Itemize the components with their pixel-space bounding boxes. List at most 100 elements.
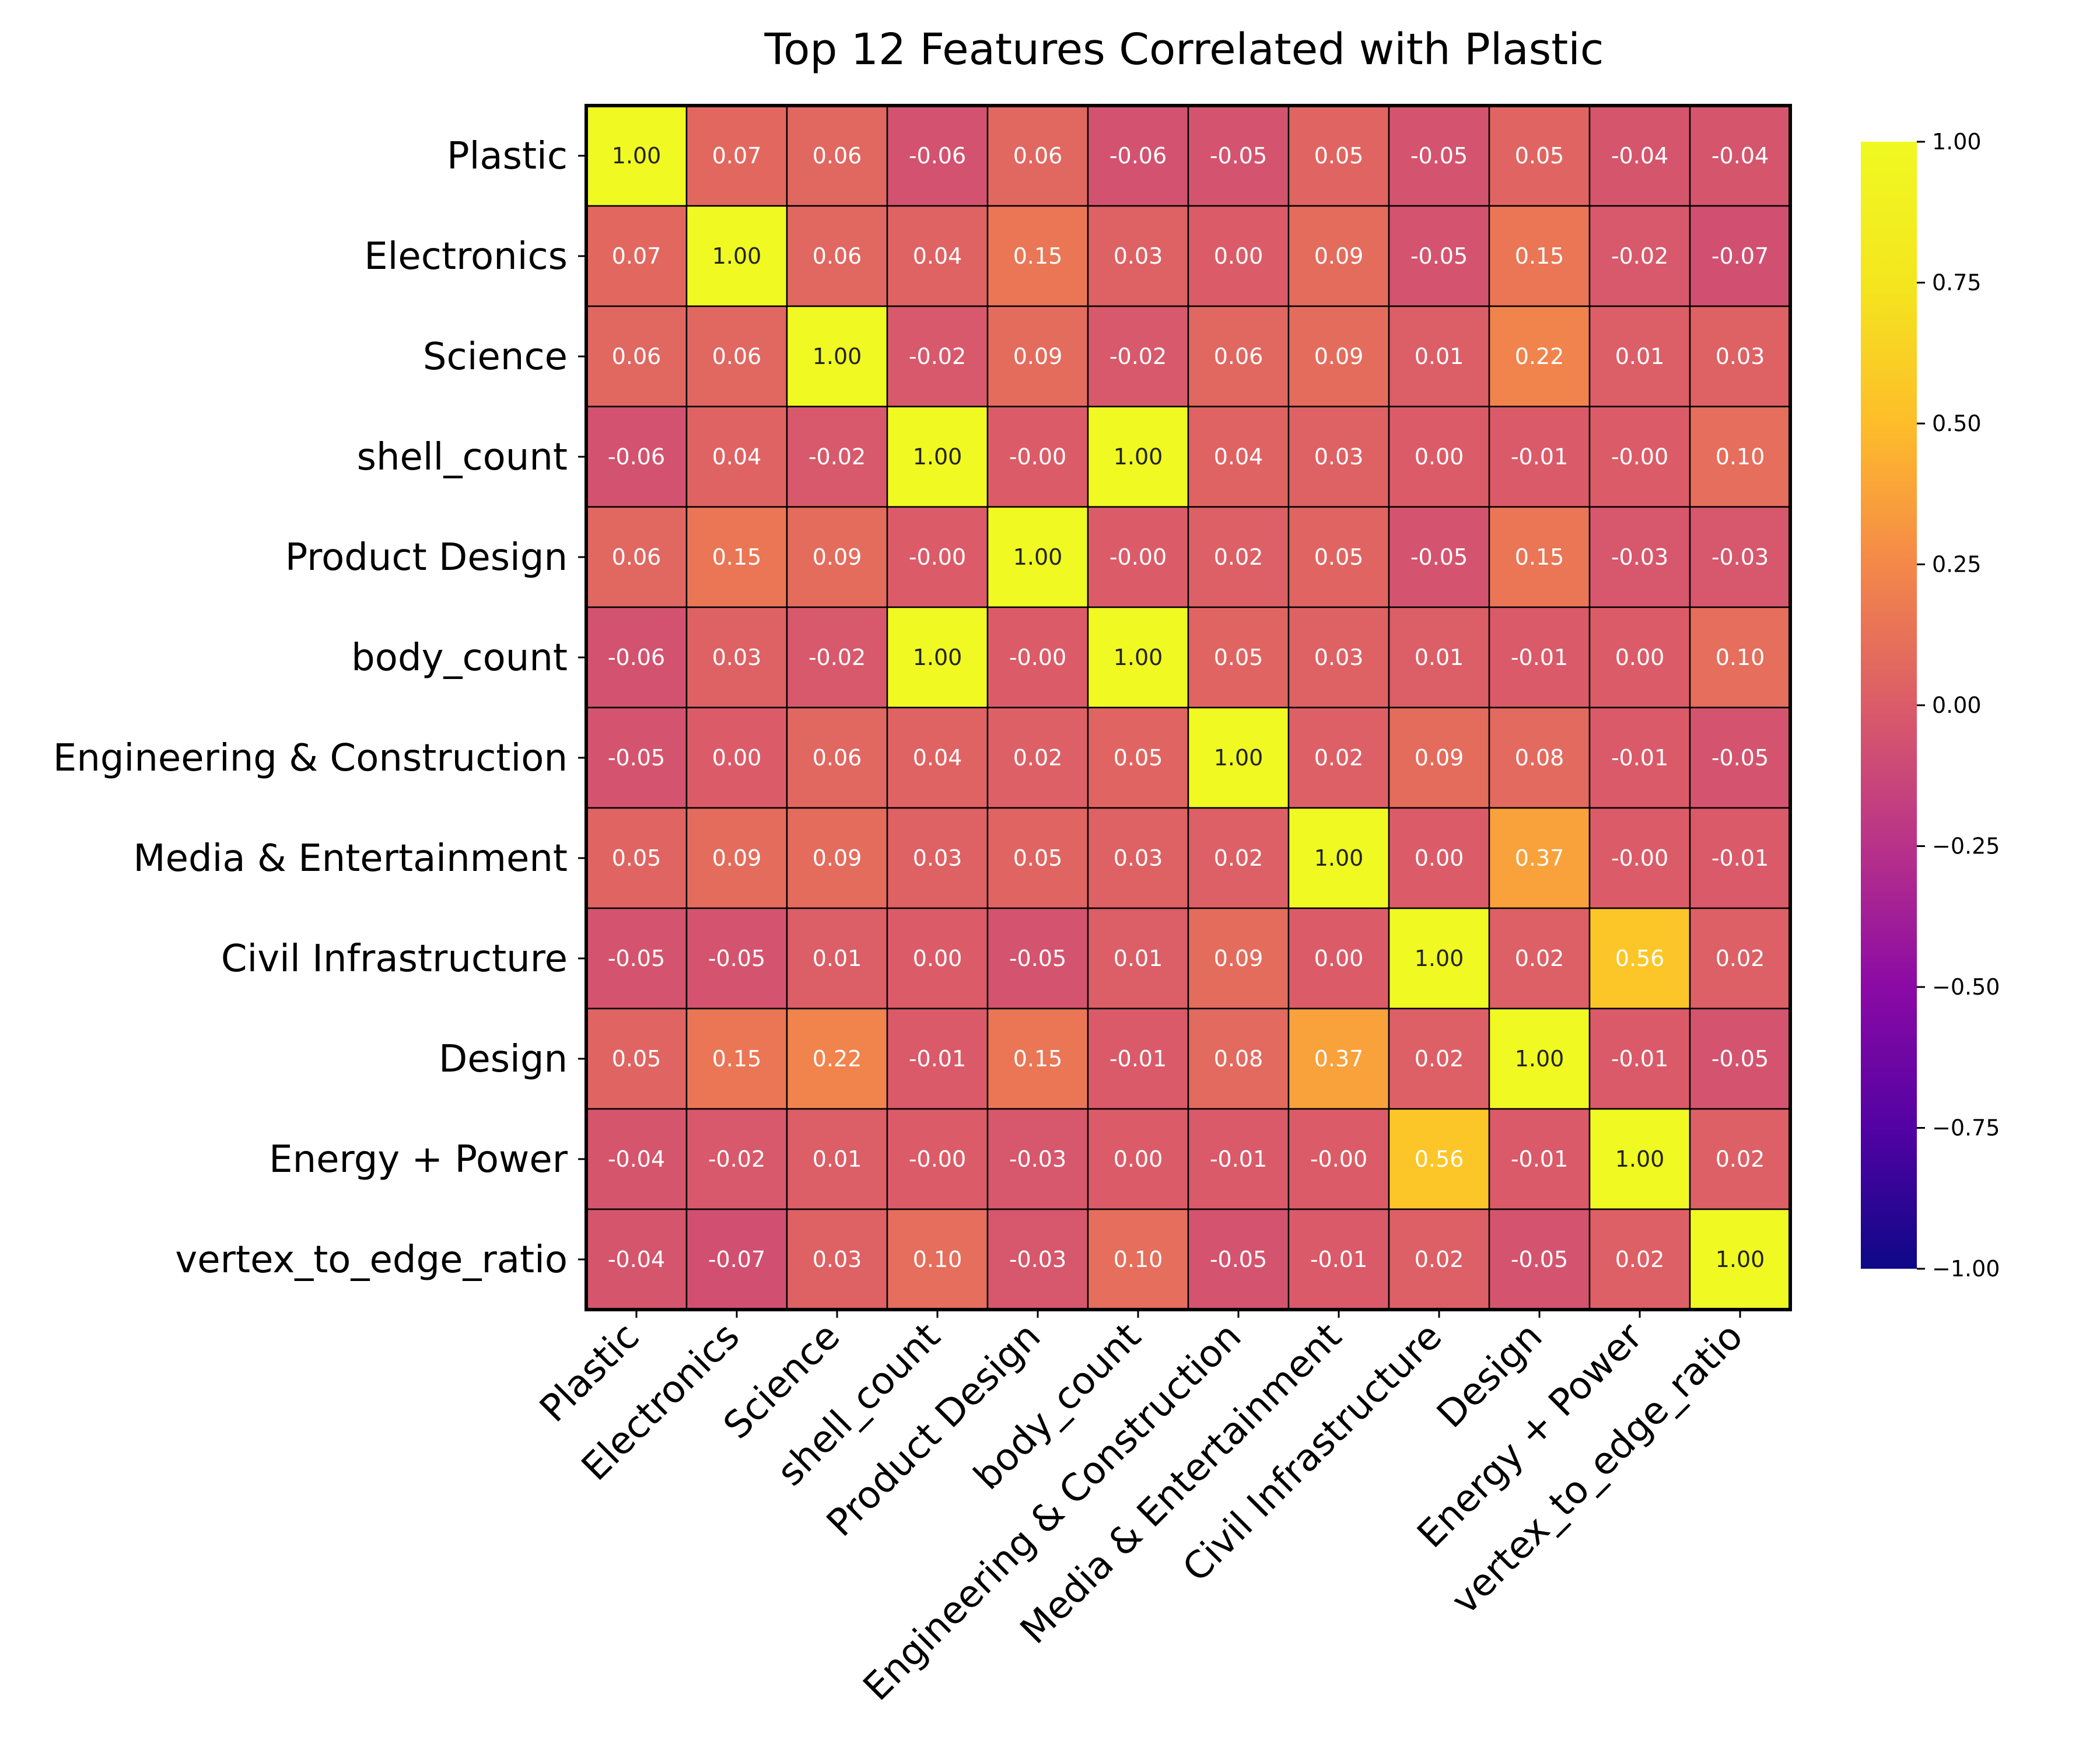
- y-tick-label: Civil Infrastructure: [221, 937, 568, 981]
- heatmap-cell: [1588, 706, 1691, 809]
- cell-value-label: -0.01: [1511, 1146, 1568, 1172]
- cell-value-label: 0.15: [712, 1046, 762, 1072]
- x-axis-labels: PlasticElectronicsScienceshell_countProd…: [532, 1310, 1751, 1709]
- heatmap-cell: [786, 305, 888, 408]
- cell-value-label: -0.03: [1009, 1247, 1066, 1272]
- y-tick-label: body_count: [351, 636, 568, 680]
- cell-value-label: 0.15: [712, 544, 762, 570]
- cell-value-label: 1.00: [1114, 444, 1163, 470]
- cell-value-label: -0.02: [808, 645, 866, 670]
- y-tick-label: Energy + Power: [269, 1138, 568, 1181]
- cell-value-label: -0.00: [1009, 645, 1066, 670]
- heatmap-cell: [585, 1108, 688, 1210]
- cell-value-label: 0.09: [813, 845, 862, 871]
- heatmap-cell: [1187, 706, 1290, 809]
- cell-value-label: 1.00: [1716, 1247, 1765, 1272]
- heatmap-cell: [1187, 1007, 1290, 1110]
- heatmap-cell: [1488, 1007, 1591, 1110]
- colorbar-tick-label: −0.25: [1932, 834, 2000, 859]
- cell-value-label: 0.15: [1515, 544, 1564, 570]
- heatmap-cell: [1488, 807, 1591, 909]
- y-tick-label: vertex_to_edge_ratio: [175, 1238, 568, 1282]
- heatmap-cell: [786, 1108, 888, 1210]
- cell-value-label: -0.05: [1210, 143, 1267, 169]
- cell-value-label: -0.00: [1310, 1146, 1367, 1172]
- y-tick-label: Product Design: [285, 536, 568, 579]
- colorbar-gradient: [1861, 142, 1917, 1269]
- cell-value-label: 0.09: [1415, 745, 1464, 771]
- cell-value-label: -0.02: [1110, 344, 1167, 369]
- heatmap-cell: [1588, 1108, 1691, 1210]
- cell-value-label: 0.00: [1615, 645, 1665, 670]
- heatmap-cell: [1187, 1108, 1290, 1210]
- cell-value-label: 0.03: [1114, 845, 1163, 871]
- heatmap-cell: [685, 205, 788, 307]
- heatmap-cell: [886, 205, 989, 307]
- heatmap-cell: [1588, 1007, 1691, 1110]
- cell-value-label: 0.03: [1716, 344, 1765, 369]
- heatmap-cell: [1388, 205, 1490, 307]
- heatmap-cell: [1087, 506, 1189, 608]
- cell-value-label: 0.01: [1415, 344, 1464, 369]
- heatmap-cell: [1388, 1108, 1490, 1210]
- heatmap-cell: [1187, 305, 1290, 408]
- heatmap-cell: [986, 205, 1089, 307]
- heatmap-cell: [1287, 1108, 1390, 1210]
- heatmap-cell: [1087, 405, 1189, 508]
- cell-value-label: 0.02: [1415, 1046, 1464, 1072]
- cell-value-label: -0.00: [909, 1146, 966, 1172]
- cell-value-label: 0.01: [1415, 645, 1464, 670]
- cell-value-label: -0.01: [1310, 1247, 1367, 1272]
- cell-value-label: 0.02: [1214, 544, 1264, 570]
- heatmap-cell: [986, 1007, 1089, 1110]
- heatmap-cell: [1087, 1208, 1189, 1311]
- cell-value-label: 0.07: [612, 243, 662, 269]
- cell-value-label: 1.00: [1114, 645, 1163, 670]
- cell-value-label: 1.00: [1314, 845, 1364, 871]
- heatmap-cell: [585, 807, 688, 909]
- heatmap-cell: [685, 706, 788, 809]
- cell-value-label: 0.01: [813, 1146, 862, 1172]
- cell-value-label: 0.03: [913, 845, 963, 871]
- cell-value-label: 0.04: [913, 745, 963, 771]
- cell-value-label: 1.00: [1415, 946, 1464, 971]
- heatmap-cell: [886, 1108, 989, 1210]
- y-tick-label: Science: [423, 335, 568, 379]
- cell-value-label: -0.04: [608, 1247, 665, 1272]
- cell-value-label: 0.03: [813, 1247, 862, 1272]
- cell-value-label: -0.05: [1712, 745, 1769, 771]
- heatmap-cell: [1187, 506, 1290, 608]
- cell-value-label: 1.00: [1214, 745, 1264, 771]
- heatmap-cell: [1588, 1208, 1691, 1311]
- cell-value-label: 0.37: [1515, 845, 1564, 871]
- cell-value-label: -0.04: [1611, 143, 1668, 169]
- cell-value-label: -0.02: [909, 344, 966, 369]
- heatmap-cell: [1588, 907, 1691, 1010]
- cell-value-label: 0.10: [913, 1247, 963, 1272]
- heatmap-cell: [886, 807, 989, 909]
- y-tick-label: Electronics: [364, 235, 568, 278]
- heatmap-cell: [1187, 807, 1290, 909]
- heatmap-cells: 1.00 0.07 0.06 -0.06 0.06 -0.06 -0.05 0.05 -0.05…: [585, 104, 1791, 1311]
- cell-value-label: -0.00: [1611, 444, 1668, 470]
- heatmap-cell: [1287, 104, 1390, 207]
- y-tick-label: Design: [439, 1038, 568, 1081]
- cell-value-label: -0.01: [1712, 845, 1769, 871]
- cell-value-label: -0.03: [1611, 544, 1668, 570]
- cell-value-label: 0.10: [1716, 645, 1765, 670]
- cell-value-label: 0.10: [1716, 444, 1765, 470]
- heatmap-cell: [1388, 405, 1490, 508]
- heatmap-cell: [1287, 506, 1390, 608]
- cell-value-label: -0.01: [1110, 1046, 1167, 1072]
- cell-value-label: 0.03: [1314, 645, 1364, 670]
- chart-title: Top 12 Features Correlated with Plastic: [764, 24, 1604, 75]
- heatmap-cell: [786, 706, 888, 809]
- cell-value-label: -0.06: [1110, 143, 1167, 169]
- heatmap-cell: [1588, 205, 1691, 307]
- cell-value-label: 0.22: [813, 1046, 862, 1072]
- heatmap-cell: [1689, 305, 1791, 408]
- cell-value-label: 0.05: [1114, 745, 1163, 771]
- cell-value-label: -0.05: [1210, 1247, 1267, 1272]
- cell-value-label: 0.01: [813, 946, 862, 971]
- cell-value-label: 1.00: [712, 243, 762, 269]
